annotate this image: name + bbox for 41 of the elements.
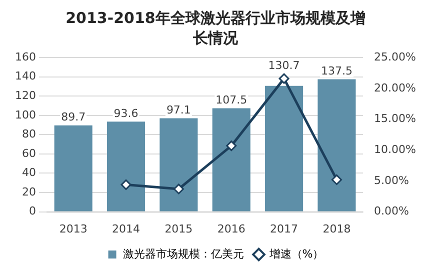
point bbox=[173, 184, 184, 194]
chart-title: 2013-2018年全球激光器行业市场规模及增长情况 bbox=[66, 8, 366, 48]
y2-tick-label: 0.00% bbox=[374, 204, 410, 218]
x-tick-label: 2017 bbox=[270, 222, 298, 236]
y2-tick-label: 10.00% bbox=[374, 142, 416, 156]
bar bbox=[212, 108, 250, 212]
y-tick-label: 80 bbox=[22, 128, 36, 141]
y-tick-label: 40 bbox=[22, 166, 36, 180]
y-tick-label: 60 bbox=[22, 146, 36, 160]
data-label: 130.7 bbox=[268, 58, 300, 72]
y2-tick-label: 5.00% bbox=[374, 174, 410, 187]
data-label: 137.5 bbox=[320, 64, 352, 78]
x-tick-label: 2014 bbox=[112, 222, 140, 236]
y-tick-label: 20 bbox=[22, 185, 36, 198]
y-tick-label: 120 bbox=[14, 89, 36, 102]
bar bbox=[106, 122, 146, 212]
x-tick-label: 2018 bbox=[322, 222, 351, 236]
y-tick-label: 140 bbox=[14, 70, 36, 83]
legend-label: 增速（%） bbox=[268, 247, 324, 260]
data-label: 97.1 bbox=[166, 104, 191, 117]
y2-tick-label: 15.00% bbox=[374, 112, 416, 126]
point bbox=[226, 140, 237, 152]
bar bbox=[318, 79, 356, 212]
y-tick-label: 0 bbox=[28, 204, 36, 218]
bar bbox=[265, 86, 304, 212]
point bbox=[331, 174, 342, 185]
data-label: 93.6 bbox=[114, 106, 138, 120]
y-tick-label: 160 bbox=[14, 50, 36, 64]
data-label: 107.5 bbox=[216, 94, 248, 107]
y-tick-label: 100 bbox=[14, 108, 36, 122]
y2-tick-label: 25.00% bbox=[374, 50, 416, 64]
point bbox=[120, 179, 132, 190]
point bbox=[278, 73, 290, 84]
x-tick-label: 2013 bbox=[59, 222, 88, 236]
bar bbox=[54, 125, 92, 212]
data-label: 89.7 bbox=[61, 110, 86, 124]
bar bbox=[160, 118, 198, 212]
x-tick-label: 2016 bbox=[217, 222, 246, 236]
legend-label: 激光器市场规模：亿美元 bbox=[122, 247, 244, 260]
x-tick-label: 2015 bbox=[164, 222, 193, 236]
y2-tick-label: 20.00% bbox=[374, 81, 416, 94]
